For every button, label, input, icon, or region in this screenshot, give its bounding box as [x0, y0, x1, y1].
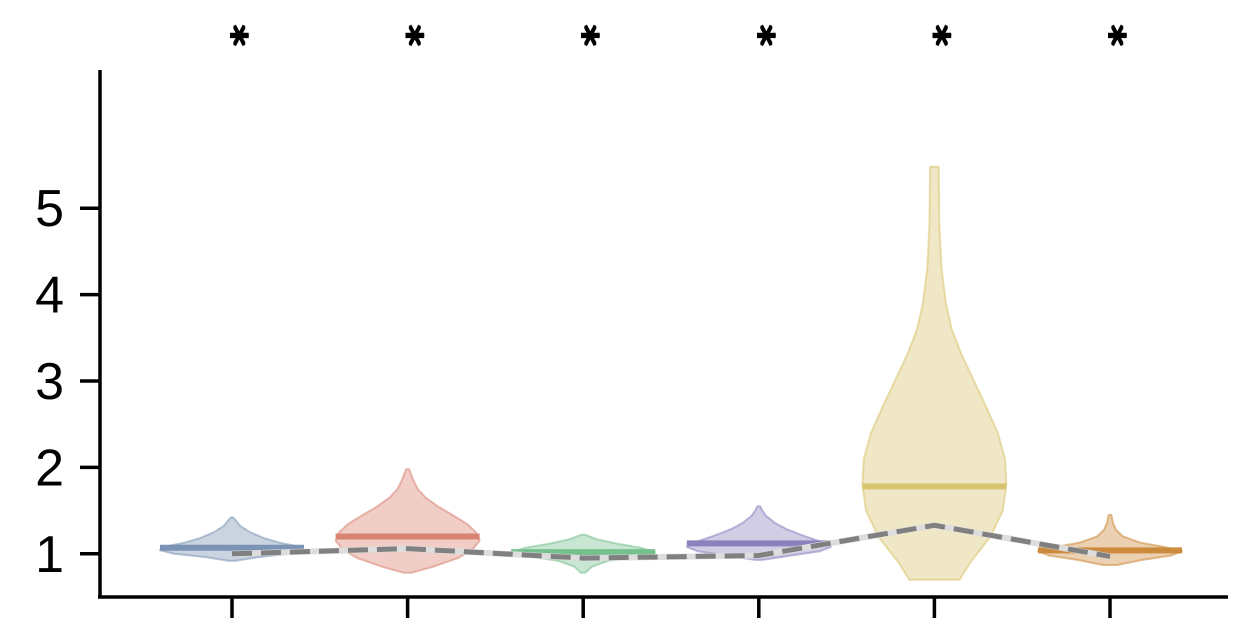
violin-2 — [334, 468, 481, 574]
y-tick-label-3: 3 — [35, 353, 64, 411]
y-tick-label-5: 5 — [35, 180, 64, 238]
y-tick-label-1: 1 — [35, 526, 64, 584]
significance-marker-3: *** — [581, 24, 601, 47]
violin-6 — [1037, 513, 1183, 566]
mean-trend-line — [231, 522, 1111, 561]
median-layer — [160, 483, 1182, 556]
y-ticks: 1 2 3 4 5 — [35, 180, 100, 584]
significance-label-2: *** — [406, 24, 426, 47]
significance-label-1: *** — [230, 24, 250, 47]
significance-marker-4: *** — [757, 24, 777, 47]
significance-marker-6: *** — [1108, 24, 1128, 47]
significance-marker-2: *** — [406, 24, 426, 47]
y-tick-label-4: 4 — [35, 267, 64, 325]
axes — [98, 70, 1228, 599]
significance-marker-5: *** — [932, 24, 952, 47]
significance-label-6: *** — [1108, 24, 1128, 47]
significance-label-3: *** — [581, 24, 601, 47]
significance-label-5: *** — [932, 24, 952, 47]
significance-markers: *** *** *** *** *** *** — [230, 24, 1128, 47]
significance-marker-1: *** — [230, 24, 250, 47]
mean-trend-layer — [231, 522, 1111, 562]
violin-layer — [159, 165, 1183, 581]
violin-4 — [685, 505, 832, 561]
significance-label-4: *** — [757, 24, 777, 47]
x-ticks — [230, 597, 1112, 618]
y-tick-label-2: 2 — [35, 439, 64, 497]
violin-5 — [861, 165, 1008, 581]
